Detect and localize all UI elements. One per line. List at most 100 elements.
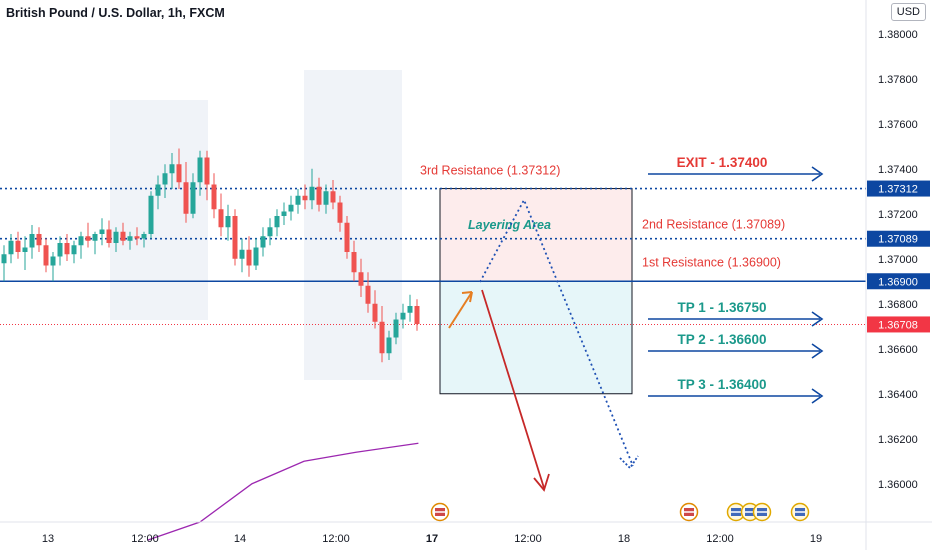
- candle-body: [78, 236, 84, 246]
- candle-body: [407, 306, 413, 313]
- candle-body: [379, 321, 385, 354]
- target-arrow-head: [811, 311, 824, 327]
- price-tick-label: 1.36200: [878, 434, 918, 446]
- candle-body: [8, 240, 14, 255]
- candle-body: [57, 243, 63, 257]
- time-tick-label: 18: [618, 533, 630, 545]
- candle-body: [358, 272, 364, 286]
- candle-body: [267, 227, 273, 237]
- candle-body: [288, 204, 294, 212]
- candle-body: [43, 245, 49, 266]
- price-badge-text: 1.37312: [878, 184, 918, 196]
- chart-title: British Pound / U.S. Dollar, 1h, FXCM: [6, 6, 225, 20]
- time-tick-label: 12:00: [706, 533, 734, 545]
- candle-body: [232, 216, 238, 259]
- price-badge: [867, 180, 930, 197]
- candle-body: [372, 303, 378, 322]
- candle-body: [148, 195, 154, 234]
- candle-body: [1, 254, 7, 264]
- candle-body: [134, 236, 140, 239]
- candle-body: [302, 195, 308, 201]
- layering-zone-lower: [439, 280, 633, 395]
- time-tick-label: 13: [42, 533, 54, 545]
- candle-body: [169, 164, 175, 174]
- candle-body: [197, 157, 203, 183]
- current-price-badge-text: 1.36708: [878, 319, 918, 331]
- candle-body: [120, 231, 126, 241]
- time-tick-label: 12:00: [514, 533, 542, 545]
- price-tick-label: 1.36000: [878, 479, 918, 491]
- time-tick-label: 19: [810, 533, 822, 545]
- current-price-badge: [867, 316, 930, 333]
- candle-body: [190, 182, 196, 214]
- target-arrow-head: [811, 166, 824, 182]
- candle-body: [351, 252, 357, 273]
- candle-body: [295, 195, 301, 205]
- candle-body: [316, 186, 322, 205]
- candle-body: [386, 337, 392, 354]
- candle-body: [99, 229, 105, 234]
- candle-body: [183, 182, 189, 214]
- target-label: EXIT - 1.37400: [677, 155, 768, 170]
- price-tick-label: 1.37800: [878, 74, 918, 86]
- candle-body: [71, 245, 77, 255]
- candle-body: [414, 306, 420, 324]
- session-shade: [304, 70, 402, 380]
- projection-arrow-head: [619, 455, 639, 470]
- price-tick-label: 1.37000: [878, 254, 918, 266]
- candle-body: [274, 216, 280, 228]
- candle-body: [50, 256, 56, 266]
- candle-body: [36, 234, 42, 246]
- candle-body: [260, 236, 266, 248]
- orange-arrow: [448, 291, 473, 329]
- price-tick-label: 1.36400: [878, 389, 918, 401]
- projection-dotted-path: [479, 197, 634, 467]
- candle-body: [309, 186, 315, 201]
- resistance-label: 1st Resistance (1.36900): [642, 255, 781, 269]
- candle-body: [218, 209, 224, 228]
- candle-body: [225, 216, 231, 228]
- candle-body: [337, 202, 343, 223]
- time-tick-label: 12:00: [322, 533, 350, 545]
- candle-body: [92, 234, 98, 241]
- candle-body: [330, 191, 336, 203]
- currency-button[interactable]: USD: [890, 3, 926, 21]
- candle-body: [344, 222, 350, 252]
- price-tick-label: 1.37600: [878, 119, 918, 131]
- price-badge-text: 1.37089: [878, 234, 918, 246]
- candle-body: [22, 247, 28, 252]
- price-badge: [867, 273, 930, 290]
- candle-body: [246, 249, 252, 266]
- resistance-label: 2nd Resistance (1.37089): [642, 218, 785, 232]
- candle-body: [400, 312, 406, 320]
- layering-zone-upper: [439, 188, 633, 282]
- target-label: TP 1 - 1.36750: [677, 300, 766, 315]
- candle-body: [239, 249, 245, 259]
- candle-body: [253, 247, 259, 266]
- candle-body: [127, 236, 133, 241]
- price-tick-label: 1.38000: [878, 29, 918, 41]
- time-tick-label: 12:00: [131, 533, 159, 545]
- red-down-arrow-head: [533, 473, 550, 492]
- resistance-label: 3rd Resistance (1.37312): [420, 164, 560, 178]
- price-tick-label: 1.37200: [878, 209, 918, 221]
- candle-body: [162, 173, 168, 185]
- candle-body: [141, 234, 147, 239]
- price-badge: [867, 230, 930, 247]
- target-label: TP 2 - 1.36600: [677, 332, 766, 347]
- price-tick-label: 1.36600: [878, 344, 918, 356]
- red-down-arrow: [481, 289, 545, 489]
- time-tick-label: 17: [426, 533, 438, 545]
- candle-body: [393, 319, 399, 338]
- candle-body: [113, 231, 119, 243]
- price-tick-label: 1.37400: [878, 164, 918, 176]
- layering-area-label: Layering Area: [468, 218, 551, 232]
- candle-body: [155, 184, 161, 196]
- candle-body: [64, 243, 70, 255]
- candle-body: [204, 157, 210, 185]
- candle-body: [85, 236, 91, 241]
- price-badge-text: 1.36900: [878, 276, 918, 288]
- candle-body: [176, 164, 182, 183]
